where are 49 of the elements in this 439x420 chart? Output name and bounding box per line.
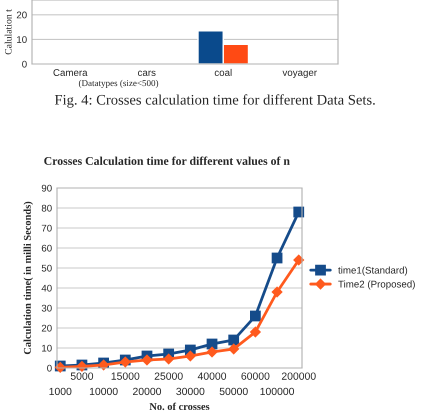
y-tick-label: 0 bbox=[47, 364, 52, 372]
y-tick-label: 60 bbox=[42, 244, 52, 252]
caption: Fig. 4: Crosses calculation time for different Data Sets. bbox=[54, 94, 375, 108]
point bbox=[142, 354, 152, 366]
x-tick-label: Camera bbox=[53, 69, 88, 76]
point bbox=[163, 354, 174, 364]
x-tick-label: 40000 bbox=[198, 372, 226, 380]
y-tick-label: 90 bbox=[42, 184, 52, 192]
x-tick-label: 100000 bbox=[260, 388, 294, 396]
x-tick-label: 25000 bbox=[154, 372, 183, 380]
y-tick-label: 40 bbox=[42, 284, 52, 292]
x-tick-label: 60000 bbox=[241, 372, 270, 380]
x-tick-label: 200000 bbox=[282, 372, 316, 380]
x-tick-label: voyager bbox=[282, 70, 317, 78]
y-tick-label: 20 bbox=[42, 324, 52, 332]
point bbox=[250, 310, 261, 322]
point bbox=[206, 338, 218, 350]
point bbox=[184, 350, 196, 362]
x-tick-label: 1000 bbox=[49, 388, 72, 396]
point bbox=[206, 346, 218, 358]
y-tick-label: 10 bbox=[42, 344, 52, 352]
point bbox=[250, 326, 261, 338]
x-axis-title: No. of crosses bbox=[150, 402, 210, 410]
legend-label: Time2 (Proposed) bbox=[338, 280, 415, 290]
y-tick-label: 50 bbox=[42, 264, 52, 272]
y-tick-label: 30 bbox=[42, 304, 52, 312]
y-tick-label: 0 bbox=[22, 60, 27, 68]
point bbox=[272, 252, 282, 264]
x-axis-title: (Datatypes (size<500) bbox=[78, 80, 158, 88]
x-tick-label: 10000 bbox=[90, 388, 118, 396]
x-tick-label: 15000 bbox=[112, 372, 140, 380]
point bbox=[228, 344, 240, 354]
y-tick-label: 20 bbox=[16, 12, 27, 18]
y-axis-title: Calulation t bbox=[4, 9, 12, 54]
point bbox=[293, 206, 304, 218]
x-tick-label: 5000 bbox=[70, 372, 94, 380]
x-tick-label: coal bbox=[214, 68, 232, 76]
y-axis-title: Calculation time( in milli Seconds) bbox=[24, 202, 33, 354]
y-tick-label: 10 bbox=[17, 36, 27, 44]
point bbox=[228, 334, 240, 346]
chart-title: Crosses Calculation time for different values of n bbox=[44, 156, 290, 165]
y-tick-label: 80 bbox=[42, 204, 52, 212]
x-tick-label: 20000 bbox=[133, 388, 162, 396]
x-tick-label: 30000 bbox=[176, 388, 204, 396]
point bbox=[272, 286, 282, 298]
x-tick-label: cars bbox=[138, 70, 156, 76]
legend-label: time1(Standard) bbox=[338, 266, 408, 276]
x-tick-label: 50000 bbox=[220, 388, 248, 396]
y-tick-label: 70 bbox=[42, 224, 52, 232]
